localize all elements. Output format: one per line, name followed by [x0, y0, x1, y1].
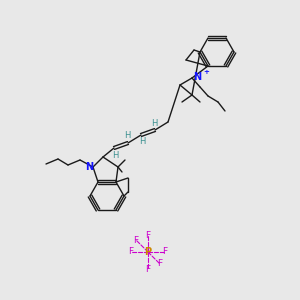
Text: H: H	[112, 151, 118, 160]
Text: F: F	[146, 265, 151, 274]
Text: H: H	[151, 118, 157, 127]
Text: F: F	[128, 248, 134, 256]
Text: H: H	[124, 131, 130, 140]
Text: F: F	[134, 236, 139, 244]
Text: +: +	[203, 69, 209, 75]
Text: F: F	[157, 260, 163, 268]
Text: P: P	[144, 247, 152, 257]
Text: H: H	[139, 137, 145, 146]
Text: N: N	[193, 72, 201, 82]
Text: F: F	[162, 248, 168, 256]
Text: F: F	[146, 230, 151, 239]
Text: N: N	[85, 162, 93, 172]
